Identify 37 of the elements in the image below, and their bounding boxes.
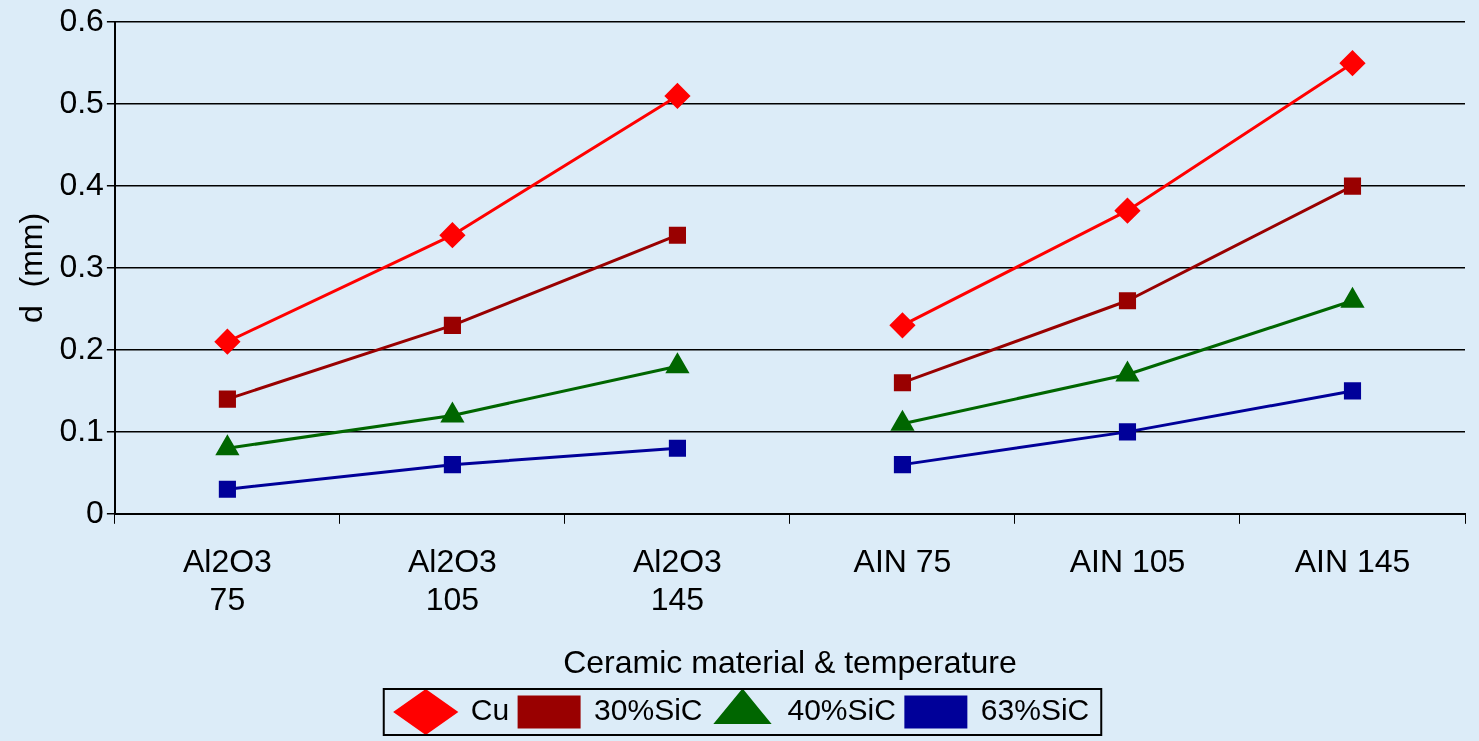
point [1118, 423, 1137, 441]
point [668, 226, 686, 244]
x-tick-label: AIN 145 [1294, 542, 1411, 579]
point [214, 329, 240, 355]
y-tick-label: 0.6 [59, 2, 104, 39]
point [218, 480, 236, 498]
y-tick-label: 0.1 [59, 411, 104, 448]
y-tick-label: 0.2 [59, 329, 104, 366]
x-tick-label: Al2O3 145 [632, 542, 722, 618]
point [218, 390, 236, 408]
point [1118, 292, 1137, 310]
point [664, 83, 690, 109]
y-tick-label: 0.5 [59, 83, 104, 120]
x-axis-title: Ceramic material & temperature [563, 643, 1017, 680]
y-tick-label: 0.4 [59, 165, 104, 202]
y-tick-label: 0.3 [59, 247, 104, 284]
point [893, 374, 912, 392]
point [1343, 382, 1362, 400]
x-tick-label: AIN 75 [853, 542, 952, 579]
point [1114, 198, 1140, 224]
point [889, 312, 915, 338]
point [1339, 50, 1365, 76]
legend-label: Cu [470, 693, 510, 727]
y-tick-label: 0 [86, 493, 104, 530]
y-axis-title: d (mm) [13, 212, 50, 324]
legend-label: 30%SiC [594, 693, 703, 727]
point [668, 439, 686, 457]
legend-label: 63%SiC [980, 693, 1090, 727]
point [443, 456, 461, 474]
x-tick-label: Al2O3 75 [182, 542, 272, 618]
point [893, 456, 912, 474]
point [443, 316, 461, 334]
legend-label: 40%SiC [787, 693, 896, 727]
x-tick-label: Al2O3 105 [407, 542, 497, 618]
point [439, 222, 465, 248]
point [1343, 177, 1362, 195]
x-tick-label: AIN 105 [1069, 542, 1186, 579]
